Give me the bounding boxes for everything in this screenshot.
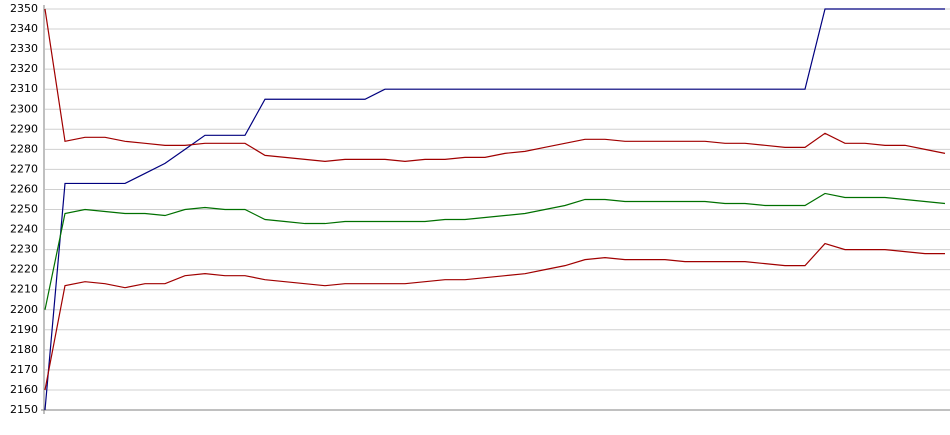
y-tick-label: 2210: [10, 283, 38, 296]
y-tick-label: 2270: [10, 162, 38, 175]
y-tick-label: 2240: [10, 223, 38, 236]
y-tick-label: 2170: [10, 363, 38, 376]
y-tick-label: 2190: [10, 323, 38, 336]
series-line: [44, 242, 945, 391]
y-tick-label: 2220: [10, 263, 38, 276]
y-tick-label: 2160: [10, 383, 38, 396]
y-tick-label: 2230: [10, 243, 38, 256]
series-line: [44, 192, 946, 310]
y-tick-label: 2320: [10, 62, 38, 75]
y-tick-label: 2340: [10, 22, 38, 35]
y-tick-label: 2150: [10, 403, 38, 416]
y-tick-label: 2290: [10, 122, 38, 135]
y-tick-label: 2280: [10, 142, 38, 155]
y-tick-label: 2180: [10, 343, 38, 356]
y-tick-label: 2260: [10, 182, 38, 195]
y-tick-label: 2310: [10, 82, 38, 95]
y-tick-label: 2300: [10, 102, 38, 115]
series-line: [44, 8, 946, 162]
y-tick-label: 2350: [10, 2, 38, 15]
y-tick-label: 2250: [10, 203, 38, 216]
y-tick-label: 2200: [10, 303, 38, 316]
y-tick-label: 2330: [10, 42, 38, 55]
series-line: [44, 8, 945, 411]
